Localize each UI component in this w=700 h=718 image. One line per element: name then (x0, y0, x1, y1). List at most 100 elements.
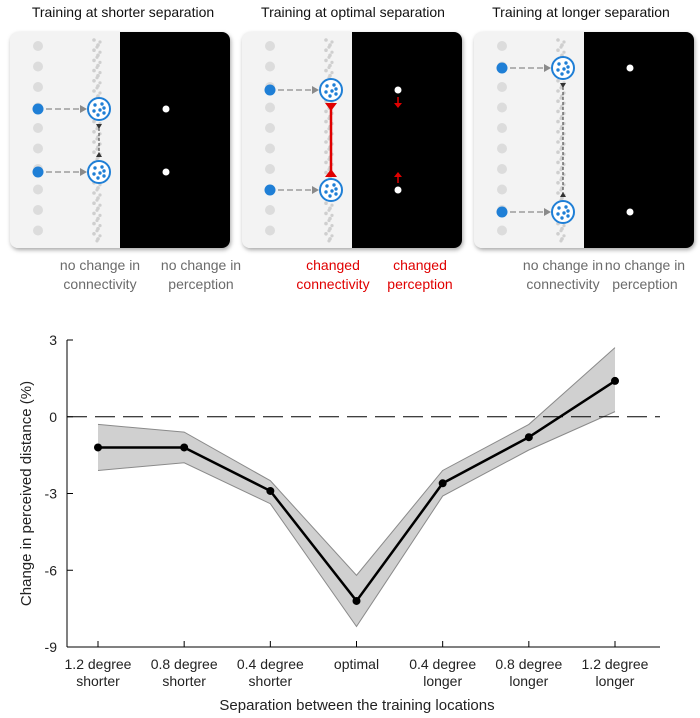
cortex-dot (98, 91, 102, 95)
cortex-dot (98, 71, 102, 75)
cortex-dot (330, 71, 334, 75)
neuron-dot (560, 216, 564, 220)
data-point (266, 486, 275, 495)
band-upper-edge (97, 347, 616, 577)
active-receptor-icon (32, 103, 44, 115)
panel-title-optimal: Training at optimal separation (261, 4, 445, 20)
x-tick-label-line: 0.8 degree (495, 656, 562, 672)
cortex-dot (92, 191, 96, 195)
panel-title-shorter: Training at shorter separation (31, 4, 215, 20)
neuron-dot (566, 209, 570, 213)
neuron-dot (324, 90, 328, 94)
cortex-dot (92, 89, 96, 93)
cortex-dot (327, 65, 331, 70)
cortex-dot (559, 86, 563, 90)
cortex-dot (556, 181, 560, 185)
panel-optimal (242, 32, 462, 248)
projection-arrow (312, 86, 319, 94)
cortex-dot (95, 86, 99, 90)
schematic-longer (474, 32, 694, 248)
receptor-dot (33, 143, 43, 154)
cortex-dot (324, 38, 328, 42)
neuron-cluster-icon (551, 200, 575, 224)
cortex-dot (324, 221, 328, 226)
cortex-dot (92, 150, 96, 154)
neuron-dot (566, 70, 570, 74)
neuron-dot (98, 171, 102, 175)
neuron-dot (556, 68, 560, 72)
cortex-dot (559, 127, 563, 131)
band-lower-edge (97, 411, 616, 628)
cortex-dot (98, 193, 102, 197)
caption-line: changed (306, 257, 360, 273)
cortex-dot (556, 191, 560, 195)
caption-line: perception (168, 276, 234, 292)
cortex-dot (559, 157, 563, 161)
x-tick-label: 1.2 degree longer (582, 656, 649, 689)
caption-line: no change in (522, 257, 604, 273)
neuron-dot (562, 67, 566, 71)
receptor-dot (497, 143, 507, 154)
caption-line: changed (393, 257, 447, 273)
cortex-dot (559, 167, 563, 172)
receptor-dot (33, 225, 43, 236)
neuron-dot (328, 94, 332, 98)
y-tick-label: -3 (45, 486, 58, 502)
neuron-dot (325, 184, 329, 188)
cortex-dot (95, 76, 99, 80)
neuron-dot (334, 187, 338, 191)
cortex-dot (559, 106, 563, 110)
cortex-dot (95, 45, 99, 49)
confidence-band (98, 347, 615, 627)
connection-arrowhead (96, 124, 102, 129)
receptor-dot (497, 184, 507, 195)
cortex-dot (95, 229, 99, 233)
cortex-dot (556, 99, 560, 103)
neuron-dot (102, 174, 106, 178)
y-tick-label: -6 (45, 562, 58, 578)
active-receptor-icon (496, 62, 508, 74)
cortex-dot (92, 119, 96, 124)
cortex-dot (327, 208, 331, 212)
cortex-dot (95, 137, 99, 141)
cortex-dot (327, 229, 331, 233)
cortex-dot (556, 160, 560, 165)
connection-arrowhead (96, 152, 102, 157)
perceived-shift-arrow-head (394, 103, 402, 108)
x-tick-label-line: longer (423, 673, 462, 689)
caption-line: connectivity (63, 276, 137, 292)
receptor-dot (497, 164, 507, 174)
display-screen (584, 32, 694, 248)
neuron-dot (332, 83, 336, 87)
receptor-dot (33, 61, 43, 72)
receptor-dot (265, 41, 275, 51)
perceived-shift-arrow-head (394, 172, 402, 177)
cortex-dot (324, 232, 328, 236)
connection-arrowhead (325, 103, 337, 111)
neuron-dot (334, 87, 338, 91)
connection-arrowhead (560, 83, 566, 88)
active-receptor-icon (496, 206, 508, 218)
neuron-dot (566, 214, 570, 218)
y-tick-label: 0 (49, 409, 57, 425)
cortex-dot (330, 234, 334, 238)
neuron-dot (100, 165, 104, 169)
receptor-dot (33, 41, 43, 51)
cortex-dot (92, 201, 96, 205)
x-tick-label-line: 1.2 degree (65, 656, 132, 672)
cortex-dot (559, 178, 563, 182)
cortex-dot (327, 55, 331, 59)
cortex-dot (556, 140, 560, 144)
caption-perception-optimal: changed perception (365, 256, 475, 294)
neuron-dot (564, 61, 568, 65)
receptor-dot (33, 82, 43, 92)
active-receptor-icon (32, 166, 44, 178)
x-tick-label: 0.4 degree shorter (237, 656, 304, 689)
display-screen (352, 32, 462, 248)
cortex-dot (559, 116, 563, 121)
cortex-dot (556, 170, 560, 175)
neuron-cluster-icon (551, 56, 575, 80)
cortex-dot (98, 81, 102, 85)
cortex-dot (324, 130, 328, 134)
cortex-dot (556, 38, 560, 42)
